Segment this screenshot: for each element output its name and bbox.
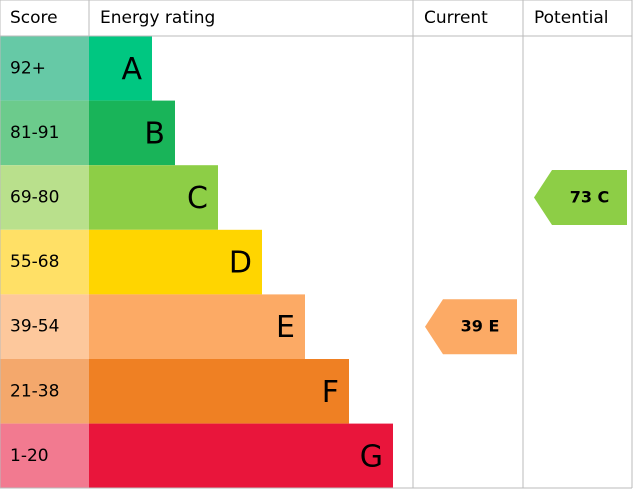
- rating-bar: [89, 359, 349, 424]
- score-cell: [0, 229, 89, 295]
- header-score: Score: [10, 8, 58, 28]
- score-label: 1-20: [10, 446, 49, 466]
- rating-letter: A: [121, 52, 142, 87]
- rating-letter: C: [187, 181, 208, 216]
- header-potential: Potential: [534, 8, 608, 28]
- score-cell: [0, 100, 89, 166]
- rating-bar: [89, 423, 393, 489]
- score-cell: [0, 294, 89, 359]
- score-cell: [0, 359, 89, 424]
- current-label: 39 E: [461, 316, 500, 335]
- score-label: 39-54: [10, 317, 59, 337]
- current-score: 39: [461, 316, 483, 335]
- score-cell: [0, 36, 89, 101]
- rating-letter: B: [144, 116, 165, 151]
- rating-letter: E: [276, 310, 295, 345]
- header-current: Current: [424, 8, 488, 28]
- potential-arrow: [534, 170, 627, 225]
- score-cell: [0, 423, 89, 489]
- rating-bar: [89, 100, 175, 166]
- rating-bar: [89, 165, 218, 230]
- score-label: 92+: [10, 58, 46, 78]
- score-label: 21-38: [10, 381, 59, 401]
- rating-bar: [89, 36, 152, 101]
- score-label: 81-91: [10, 123, 59, 143]
- rating-letter: G: [360, 439, 383, 474]
- score-cell: [0, 165, 89, 230]
- score-label: 69-80: [10, 188, 59, 208]
- rating-bar: [89, 229, 262, 295]
- rating-letter: D: [229, 246, 252, 281]
- potential-label: 73 C: [570, 187, 610, 206]
- current-arrow: [425, 299, 517, 355]
- rating-letter: F: [322, 375, 339, 410]
- potential-score: 73: [570, 187, 592, 206]
- rating-bar: [89, 294, 305, 359]
- potential-rating: C: [598, 187, 610, 206]
- header-rating: Energy rating: [100, 8, 215, 28]
- current-rating: E: [488, 316, 499, 335]
- score-label: 55-68: [10, 252, 59, 272]
